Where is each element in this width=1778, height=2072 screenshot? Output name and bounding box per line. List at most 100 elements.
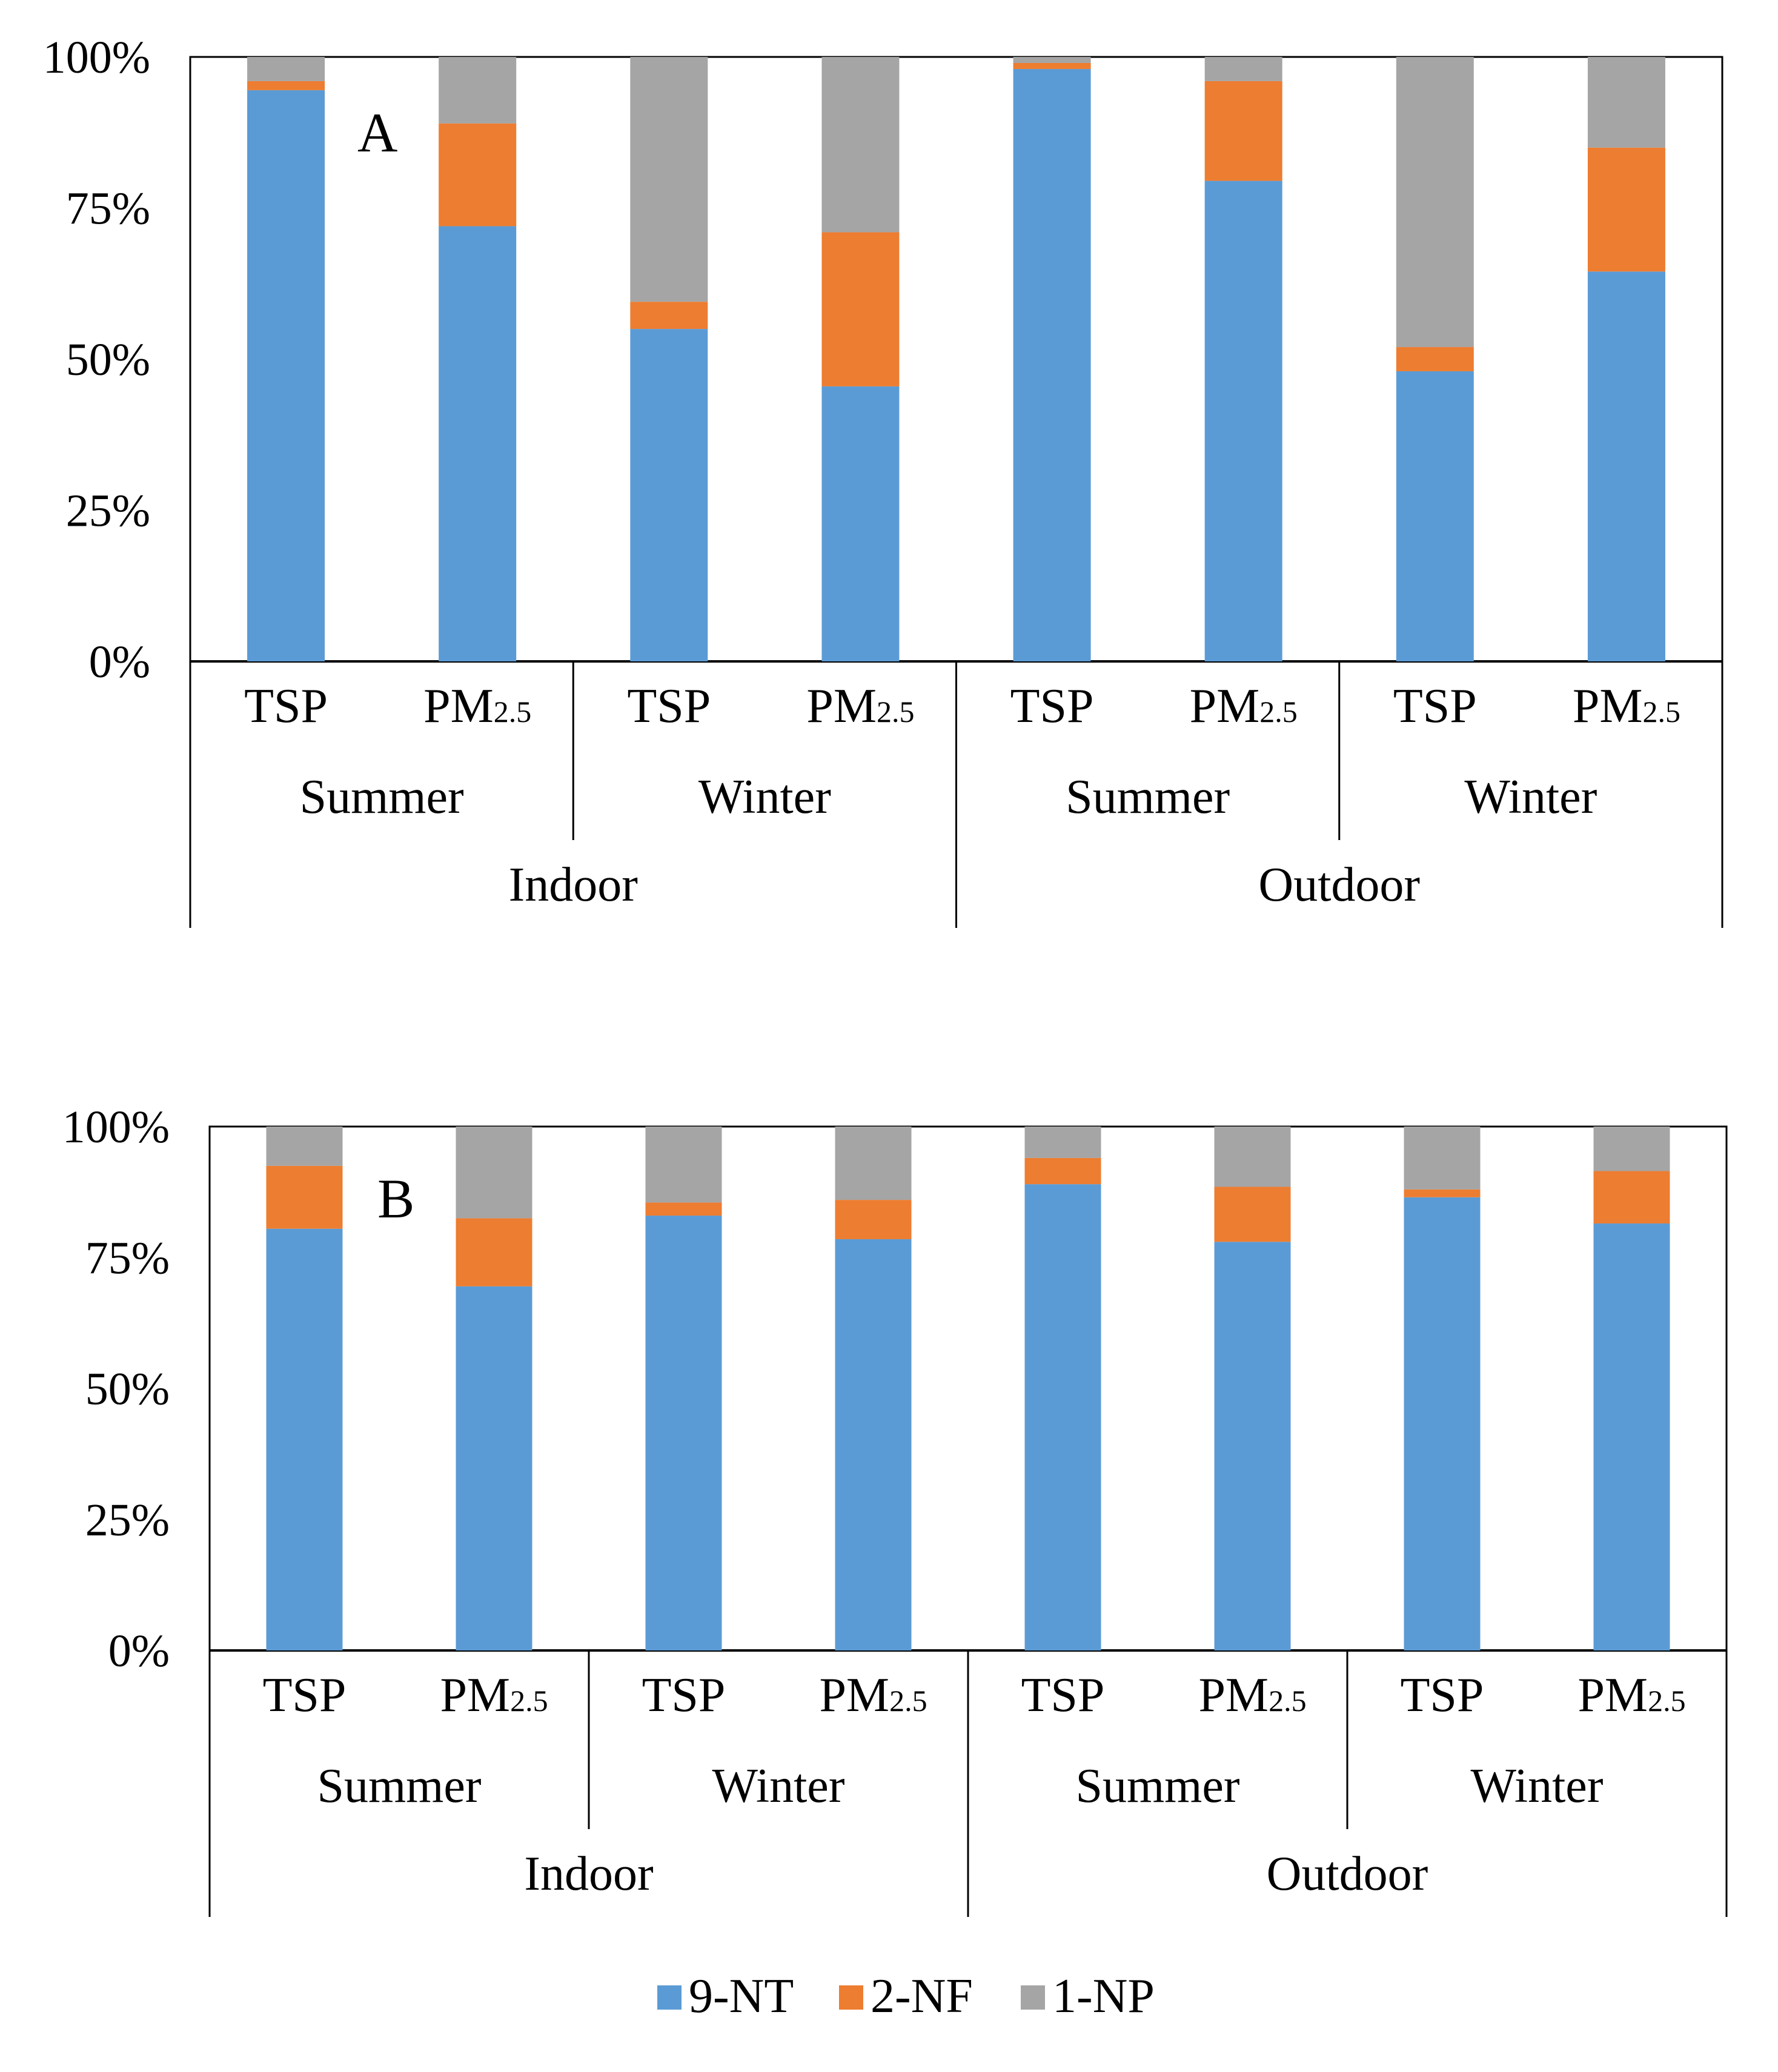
bar-segment-2-nf bbox=[1587, 147, 1665, 272]
bar-segment-2-nf bbox=[1396, 347, 1474, 371]
y-tick-label: 75% bbox=[85, 1233, 170, 1283]
season-label: Winter bbox=[712, 1759, 845, 1813]
season-label: Summer bbox=[300, 770, 464, 824]
panel-letter: A bbox=[357, 102, 397, 164]
bar-segment-9-nt bbox=[835, 1239, 912, 1650]
x-tick-label: PM2.5 bbox=[423, 680, 531, 733]
legend-label: 2-NF bbox=[871, 1970, 973, 2023]
legend-swatch bbox=[1021, 1985, 1045, 2010]
bar-segment-1-np bbox=[1587, 57, 1665, 148]
plot-frame bbox=[189, 56, 1723, 663]
bar-segment-9-nt bbox=[1013, 68, 1091, 661]
bar-segment-1-np bbox=[439, 57, 517, 124]
bar-segment-9-nt bbox=[1024, 1184, 1101, 1650]
location-label: Indoor bbox=[524, 1847, 653, 1901]
season-label: Summer bbox=[1066, 770, 1230, 824]
x-tick-label: TSP bbox=[244, 680, 328, 733]
panel-letter: B bbox=[377, 1168, 414, 1230]
x-tick-label: PM2.5 bbox=[819, 1669, 927, 1722]
y-tick-label: 25% bbox=[66, 486, 150, 537]
bar-segment-2-nf bbox=[1204, 81, 1282, 181]
bar-segment-9-nt bbox=[266, 1228, 343, 1650]
bar-segment-9-nt bbox=[645, 1216, 722, 1650]
bar-segment-2-nf bbox=[1013, 62, 1091, 69]
bar-segment-9-nt bbox=[1593, 1223, 1670, 1650]
bar-segment-9-nt bbox=[439, 226, 517, 661]
x-tick-label: PM2.5 bbox=[1577, 1669, 1685, 1722]
x-tick-label: TSP bbox=[1010, 680, 1094, 733]
season-label: Summer bbox=[1075, 1759, 1239, 1813]
legend: 9-NT 2-NF 1-NP bbox=[657, 1970, 1155, 2023]
bar-segment-2-nf bbox=[266, 1165, 343, 1229]
y-tick-label: 50% bbox=[66, 334, 150, 385]
bar-segment-9-nt bbox=[247, 90, 325, 661]
bar-segment-9-nt bbox=[630, 329, 708, 661]
bar-segment-1-np bbox=[247, 57, 325, 81]
x-tick-label: TSP bbox=[1021, 1669, 1105, 1722]
bar-segment-9-nt bbox=[456, 1286, 532, 1650]
bar-segment-1-np bbox=[821, 57, 900, 233]
legend-label: 1-NP bbox=[1052, 1970, 1155, 2023]
bar-segment-1-np bbox=[1396, 57, 1474, 348]
x-tick-label: TSP bbox=[263, 1669, 347, 1722]
x-tick-label: TSP bbox=[1393, 680, 1477, 733]
bar-segment-1-np bbox=[1024, 1127, 1101, 1158]
chart-panel-b: 0% 25% 50% 75% 100% B TSP PM2.5 TSP PM2.5 TSP PM2.5… bbox=[62, 1102, 1728, 1917]
x-tick-label: PM2.5 bbox=[1198, 1669, 1306, 1722]
season-label: Winter bbox=[1464, 770, 1597, 824]
location-label: Indoor bbox=[509, 858, 638, 912]
bar-segment-9-nt bbox=[1204, 180, 1282, 662]
bar-segment-1-np bbox=[1214, 1127, 1291, 1187]
x-tick-label: TSP bbox=[642, 1669, 726, 1722]
legend-swatch bbox=[657, 1985, 682, 2010]
x-tick-label: PM2.5 bbox=[440, 1669, 548, 1722]
bar-segment-1-np bbox=[1013, 57, 1091, 63]
x-tick-label: TSP bbox=[627, 680, 711, 733]
bar-segment-1-np bbox=[835, 1127, 912, 1200]
bar-segment-2-nf bbox=[1404, 1189, 1481, 1197]
bar-segment-2-nf bbox=[1214, 1187, 1291, 1242]
x-tick-label: PM2.5 bbox=[1573, 680, 1680, 733]
bar-segment-2-nf bbox=[821, 232, 900, 386]
season-label: Winter bbox=[698, 770, 831, 824]
bar-segment-9-nt bbox=[1396, 371, 1474, 661]
bar-segment-9-nt bbox=[1214, 1242, 1291, 1650]
y-tick-label: 100% bbox=[62, 1102, 170, 1153]
legend-swatch bbox=[839, 1985, 863, 2010]
bar-segment-9-nt bbox=[821, 386, 900, 661]
y-tick-label: 0% bbox=[89, 637, 150, 687]
location-label: Outdoor bbox=[1267, 1847, 1428, 1901]
bar-segment-1-np bbox=[1204, 57, 1282, 81]
bar-segment-1-np bbox=[645, 1127, 722, 1203]
bar-segment-9-nt bbox=[1587, 271, 1665, 661]
y-tick-label: 75% bbox=[66, 184, 150, 234]
season-label: Summer bbox=[317, 1759, 481, 1813]
bar-segment-2-nf bbox=[1593, 1171, 1670, 1224]
chart-panel-a: 0% 25% 50% 75% 100% A TSP PM2.5 TSP PM2.5 TSP PM2.5… bbox=[43, 32, 1723, 928]
bar-segment-1-np bbox=[1593, 1127, 1670, 1171]
y-tick-label: 50% bbox=[85, 1364, 170, 1415]
bar-segment-2-nf bbox=[630, 302, 708, 329]
bar-segment-1-np bbox=[266, 1127, 343, 1166]
location-label: Outdoor bbox=[1258, 858, 1420, 912]
bar-segment-2-nf bbox=[456, 1218, 532, 1286]
bar-segment-1-np bbox=[630, 57, 708, 302]
x-tick-label: TSP bbox=[1401, 1669, 1484, 1722]
plot-frame bbox=[208, 1125, 1728, 1652]
bar-segment-1-np bbox=[1404, 1127, 1481, 1190]
bar-segment-2-nf bbox=[1024, 1157, 1101, 1185]
y-tick-label: 100% bbox=[43, 32, 150, 83]
x-tick-label: PM2.5 bbox=[1190, 680, 1298, 733]
bar-segment-2-nf bbox=[439, 123, 517, 227]
bar-segment-2-nf bbox=[835, 1200, 912, 1239]
bar-segment-9-nt bbox=[1404, 1197, 1481, 1650]
legend-label: 9-NT bbox=[689, 1970, 794, 2023]
bar-segment-2-nf bbox=[645, 1202, 722, 1216]
bar-segment-1-np bbox=[456, 1127, 532, 1219]
y-tick-label: 0% bbox=[108, 1626, 170, 1676]
x-tick-label: PM2.5 bbox=[806, 680, 914, 733]
season-label: Winter bbox=[1471, 1759, 1604, 1813]
y-tick-label: 25% bbox=[85, 1495, 170, 1546]
bar-segment-2-nf bbox=[247, 81, 325, 90]
